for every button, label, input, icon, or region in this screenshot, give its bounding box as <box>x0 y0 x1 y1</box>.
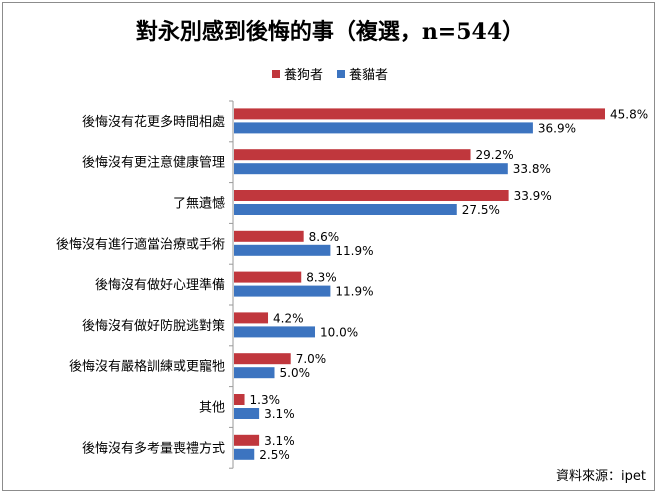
value-label-dog: 8.6% <box>309 230 340 244</box>
value-label-cat: 5.0% <box>280 366 311 380</box>
bar-dog <box>234 149 471 161</box>
value-label-cat: 36.9% <box>538 121 576 135</box>
value-label-cat: 3.1% <box>264 407 295 421</box>
bar-cat <box>234 408 260 419</box>
category-label: 後悔沒有做好心理準備 <box>95 277 225 293</box>
bar-cat <box>234 244 331 256</box>
category-label: 後悔沒有多考量喪禮方式 <box>82 440 225 456</box>
source-note: 資料來源：ipet <box>556 469 646 484</box>
value-label-cat: 27.5% <box>462 203 500 217</box>
bar-dog <box>234 230 304 242</box>
legend-label-cat: 養貓者 <box>349 68 389 83</box>
legend-item-dog: 養狗者 <box>271 64 323 83</box>
value-label-dog: 45.8% <box>610 107 648 121</box>
bar-cat <box>234 285 331 297</box>
category-label: 了無遺憾 <box>173 197 225 212</box>
chart-legend: 養狗者 養貓者 <box>0 64 660 83</box>
value-label-dog: 7.0% <box>296 352 327 366</box>
category-label: 後悔沒有進行適當治療或手術 <box>56 236 225 252</box>
bar-dog <box>234 434 260 446</box>
bar-cat <box>234 204 457 215</box>
value-label-dog: 29.2% <box>476 148 514 162</box>
value-label-dog: 33.9% <box>514 189 552 203</box>
value-label-cat: 10.0% <box>320 325 358 339</box>
bar-cat <box>234 122 533 134</box>
bar-cat <box>234 367 275 379</box>
value-label-cat: 33.8% <box>513 162 551 176</box>
chart-title: 對永別感到後悔的事（複選，n=544） <box>135 19 525 45</box>
bar-dog <box>234 271 302 283</box>
bar-cat <box>234 163 508 175</box>
value-label-dog: 1.3% <box>250 393 281 407</box>
bar-dog <box>234 108 605 120</box>
value-label-dog: 4.2% <box>273 311 304 325</box>
bar-dog <box>234 353 291 365</box>
bar-cat <box>234 448 255 460</box>
category-label: 後悔沒有做好防脫逃對策 <box>82 318 225 334</box>
value-label-cat: 11.9% <box>335 244 373 258</box>
legend-swatch-dog <box>271 69 280 78</box>
category-label: 後悔沒有嚴格訓練或更寵牠 <box>69 359 225 375</box>
bar-dog <box>234 312 269 324</box>
legend-swatch-cat <box>337 69 345 78</box>
category-label: 後悔沒有更注意健康管理 <box>82 155 225 171</box>
value-label-cat: 11.9% <box>335 285 373 299</box>
bar-cat <box>234 326 316 338</box>
category-label: 其他 <box>199 401 225 416</box>
value-label-dog: 8.3% <box>306 271 337 285</box>
value-label-cat: 2.5% <box>259 448 290 462</box>
category-label: 後悔沒有花更多時間相處 <box>82 114 225 130</box>
bar-dog <box>234 394 245 405</box>
legend-label-dog: 養狗者 <box>283 68 323 83</box>
legend-item-cat: 養貓者 <box>337 64 388 83</box>
bar-dog <box>234 190 509 201</box>
value-label-dog: 3.1% <box>264 434 295 448</box>
